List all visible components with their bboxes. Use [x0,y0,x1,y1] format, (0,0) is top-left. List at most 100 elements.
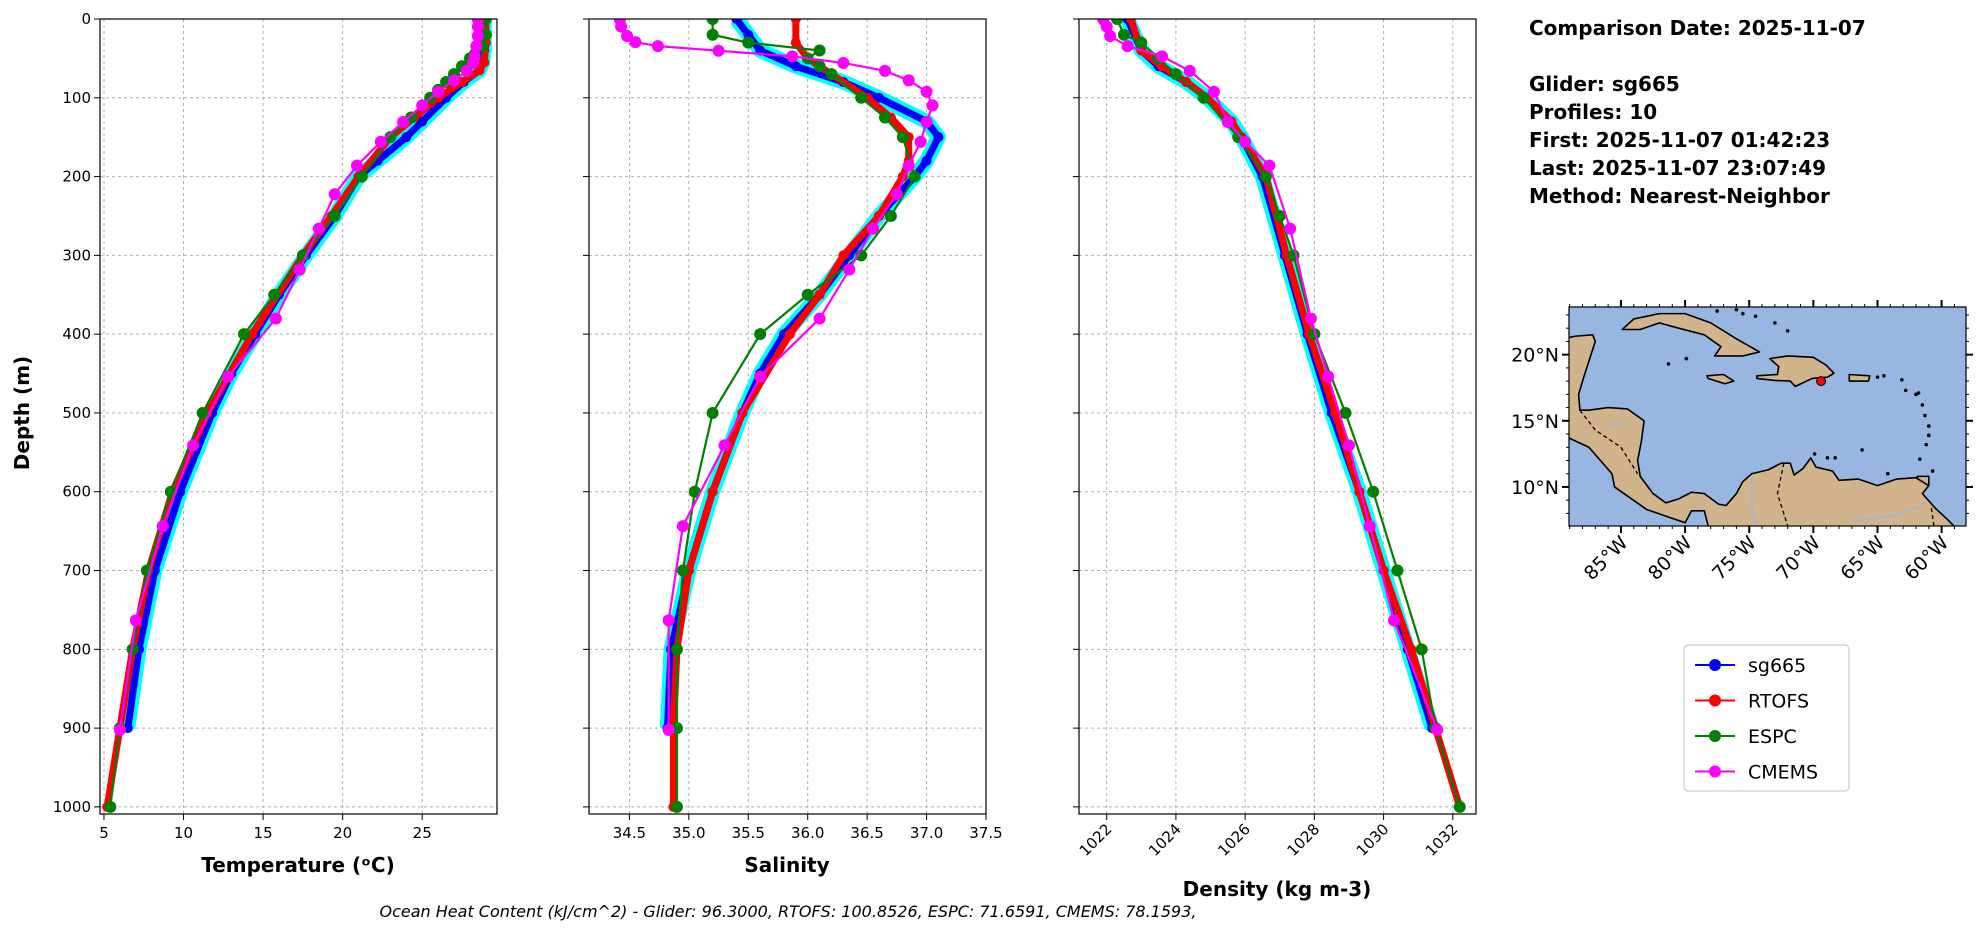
data-point-cmems [920,85,933,98]
data-point-cmems [629,36,642,49]
island [1875,375,1880,379]
data-point-espc [1259,170,1272,183]
data-point-sg665 [921,155,932,166]
island [1785,329,1790,333]
data-point-cmems [432,85,445,98]
data-point-espc [1339,406,1352,419]
panel-density: 1022 1024 1026 1028 1030 1032 [1073,18,1477,860]
land-jamaica [1706,373,1735,385]
island [1900,377,1904,382]
data-point-rtofs [1406,644,1417,655]
data-point-espc [855,91,868,104]
data-point-rtofs [246,329,257,340]
data-point-cmems [1104,30,1117,43]
data-point-sg665 [417,116,428,127]
island [1927,433,1931,438]
legend-item-rtofs: RTOFS [1695,691,1809,713]
series-cmems [613,19,939,736]
map-lon-label: 75°W [1708,532,1761,585]
ohc-caption: Ocean Heat Content (kJ/cm^2) - Glider: 9… [380,902,1197,921]
data-point-cmems [156,520,169,533]
data-point-espc [896,131,909,144]
y-tick-label: 0 [81,10,91,28]
data-point-cmems [1363,520,1376,533]
series-line-sg665 [124,19,488,729]
data-point-espc [355,170,368,183]
data-point-espc [1453,800,1466,813]
data-point-espc [1169,68,1182,81]
info-panel: Comparison Date: 2025-11-07 Glider: sg66… [1529,14,1866,210]
island [1927,424,1931,428]
data-point-cmems [1207,85,1220,98]
data-point-espc [1197,91,1210,104]
river-line [1607,421,1628,429]
data-point-espc [1111,19,1124,25]
axes-frame [99,18,498,815]
data-point-cmems [843,263,856,276]
data-point-cmems [1342,439,1355,452]
y-tick-label: 800 [62,640,91,658]
data-point-espc [706,19,719,25]
data-point-cmems [397,115,410,128]
data-point-espc [1273,209,1286,222]
x-tick-label: 1022 [1076,820,1116,860]
island [1916,391,1921,395]
data-point-cmems [1221,115,1234,128]
data-point-espc [884,209,897,222]
data-point-cmems [350,159,363,172]
data-point-rtofs [838,250,849,261]
data-point-rtofs [479,57,490,68]
data-point-espc [1117,28,1130,41]
river-line [1851,502,1926,523]
panel-salinity: 34.5 35.0 35.5 36.0 36.5 37.0 37.5 [583,18,1003,842]
data-point-cmems [920,115,933,128]
legend-label: ESPC [1748,726,1797,748]
x-tick-label: 1030 [1353,820,1393,860]
data-point-espc [688,485,701,498]
data-point-espc [268,288,281,301]
island [1666,362,1671,366]
x-tick-label: 1026 [1214,820,1254,860]
data-point-espc [670,643,683,656]
map-lon-label: 85°W [1580,532,1633,585]
data-point-cmems [1263,159,1276,172]
data-point-cmems [1304,312,1317,325]
data-point-cmems [712,44,725,57]
border-line [1930,508,1935,526]
legend-item-cmems: CMEMS [1695,762,1818,784]
plot-area [613,19,946,813]
data-point-espc [878,111,891,124]
data-point-cmems [113,723,126,736]
data-point-cmems [1284,222,1297,235]
y-tick-label: 600 [62,483,91,501]
island [1930,469,1935,473]
data-point-espc [813,44,826,57]
data-point-espc [104,800,117,813]
x-tick-label: 10 [174,824,193,842]
data-point-sg665 [731,19,742,24]
series-sg665 [1122,19,1438,734]
data-point-sg665 [175,486,186,497]
data-point-cmems [328,188,341,201]
data-point-cmems [293,263,306,276]
y-axis-label: Depth (m) [10,356,34,470]
method: Method: Nearest-Neighbor [1529,184,1830,208]
island [1684,356,1689,361]
data-point-rtofs [784,329,795,340]
island [1773,321,1777,325]
data-point-cmems [312,222,325,235]
y-tick-label: 900 [62,719,91,737]
data-point-cmems [926,99,939,112]
series-sg665 [122,19,490,734]
data-point-sg665 [874,92,885,103]
data-point-cmems [460,64,473,77]
data-point-espc [670,800,683,813]
data-point-espc [908,170,921,183]
island [1918,457,1922,461]
data-point-cmems [374,135,387,148]
data-point-espc [1367,485,1380,498]
series-line-espc [1116,19,1461,808]
data-point-espc [742,36,755,49]
data-point-espc [813,60,826,73]
